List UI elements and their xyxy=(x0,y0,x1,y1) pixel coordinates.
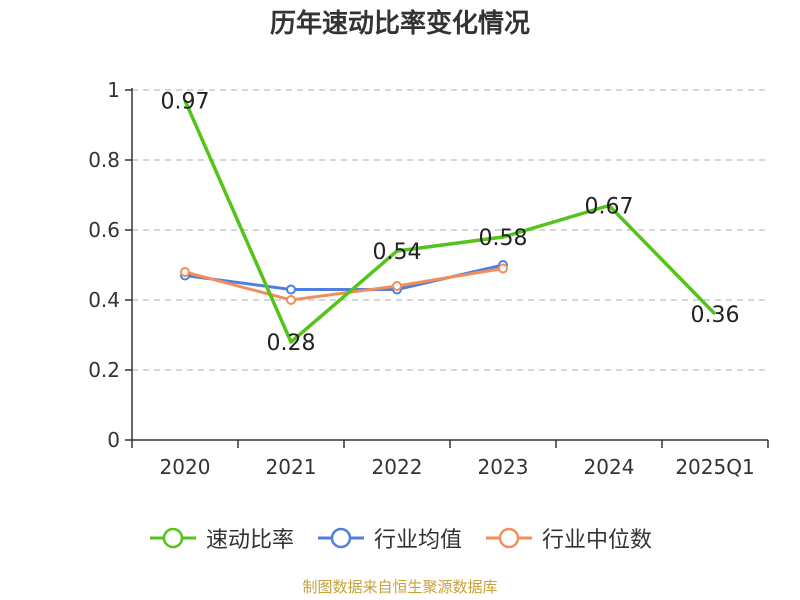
chart-title: 历年速动比率变化情况 xyxy=(269,9,530,39)
legend-swatch-industry-median xyxy=(486,527,532,549)
legend-item-industry-median[interactable]: 行业中位数 xyxy=(484,522,652,554)
legend-item-industry-mean[interactable]: 行业均值 xyxy=(316,522,462,554)
y-tick-label: 0.4 xyxy=(88,288,120,312)
legend-label-industry-median: 行业中位数 xyxy=(542,528,653,553)
y-tick-label: 0.6 xyxy=(88,218,120,242)
legend-item-quick-ratio[interactable]: 速动比率 xyxy=(148,522,294,554)
data-label: 0.58 xyxy=(479,226,528,251)
source-note: 制图数据来自恒生聚源数据库 xyxy=(302,578,498,596)
legend: 速动比率 行业均值 行业中位数 xyxy=(0,518,800,558)
legend-swatch-marker xyxy=(162,527,184,549)
y-tick-label: 1 xyxy=(107,78,120,102)
legend-label-industry-mean: 行业均值 xyxy=(373,528,462,553)
data-label: 0.54 xyxy=(373,240,422,265)
legend-swatch-marker xyxy=(330,527,352,549)
data-label: 0.97 xyxy=(161,90,210,115)
data-point-industry-median xyxy=(180,267,190,277)
x-tick-label: 2020 xyxy=(160,455,211,479)
y-tick-label: 0 xyxy=(107,428,120,452)
data-point-industry-median xyxy=(392,281,402,291)
x-tick-label: 2025Q1 xyxy=(675,455,754,479)
x-tick-label: 2021 xyxy=(266,455,317,479)
x-tick-label: 2022 xyxy=(372,455,423,479)
y-tick-label: 0.2 xyxy=(88,358,120,382)
series-line-industry-median xyxy=(184,267,504,302)
x-tick-label: 2024 xyxy=(584,455,635,479)
data-label: 0.67 xyxy=(585,195,634,220)
data-point-industry-median xyxy=(498,263,508,274)
data-point-industry-median xyxy=(286,295,296,305)
series-line-quick-ratio xyxy=(183,99,717,344)
legend-swatch-quick-ratio xyxy=(149,527,196,549)
data-label: 0.36 xyxy=(691,303,740,328)
legend-swatch-industry-mean xyxy=(317,527,364,549)
legend-label-quick-ratio: 速动比率 xyxy=(205,528,294,553)
data-label: 0.28 xyxy=(267,331,316,356)
y-tick-label: 0.8 xyxy=(88,148,120,172)
legend-swatch-marker xyxy=(498,527,520,549)
x-tick-label: 2023 xyxy=(478,455,529,479)
data-point-industry-mean xyxy=(286,284,296,295)
